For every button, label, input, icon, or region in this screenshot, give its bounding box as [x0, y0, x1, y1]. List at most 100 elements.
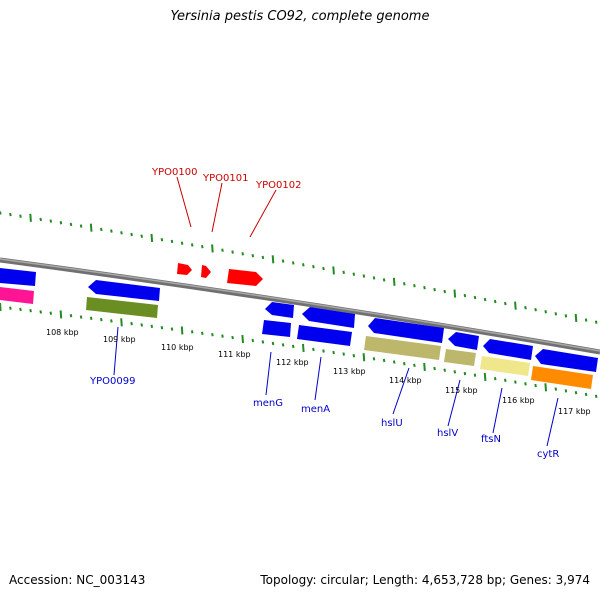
- outer-tick: [433, 287, 436, 292]
- inner-tick: [150, 324, 154, 329]
- feature-mena-arrow[interactable]: [302, 307, 355, 328]
- inner-tick: [332, 350, 335, 355]
- inner-tick: [281, 343, 285, 347]
- feature-ypo0099-arrow[interactable]: [88, 280, 160, 301]
- inner-tick: [544, 383, 547, 392]
- feature-hslu-arrow[interactable]: [368, 318, 444, 343]
- outer-tick: [584, 318, 588, 322]
- inner-tick: [19, 307, 22, 312]
- outer-tick: [231, 250, 234, 254]
- inner-tick: [241, 334, 244, 344]
- inner-tick: [483, 372, 487, 382]
- ruler-label-116: 116 kbp: [502, 396, 535, 405]
- accession-text: Accession: NC_003143: [9, 573, 146, 587]
- inner-tick: [170, 327, 174, 331]
- outer-tick: [514, 301, 517, 310]
- inner-tick: [594, 394, 598, 398]
- feature-left-pink-partial[interactable]: [0, 287, 34, 304]
- genome-summary-text: Topology: circular; Length: 4,653,728 bp…: [260, 573, 590, 587]
- inner-tick: [312, 347, 315, 352]
- outer-tick: [342, 270, 345, 274]
- feature-meng-bar[interactable]: [262, 320, 291, 337]
- label-ypo0101: YPO0101: [202, 173, 248, 184]
- feature-ftsn-arrow[interactable]: [483, 339, 533, 360]
- inner-ruler-ticks: [0, 302, 598, 398]
- outer-tick: [524, 305, 527, 310]
- leader-ypo0099: [113, 326, 119, 376]
- outer-tick: [312, 264, 315, 269]
- leader-ypo0100: [176, 176, 192, 228]
- inner-tick: [372, 357, 376, 361]
- outer-ruler-ticks: [0, 211, 598, 324]
- inner-tick: [504, 378, 507, 383]
- outer-tick: [463, 293, 467, 298]
- label-ypo0100: YPO0100: [151, 167, 197, 178]
- inner-tick: [403, 361, 406, 366]
- leader-mena: [314, 356, 322, 401]
- inner-tick: [221, 334, 224, 338]
- ruler-label-109: 109 kbp: [103, 335, 136, 344]
- label-hslu: hslU: [381, 418, 403, 429]
- outer-tick: [201, 244, 204, 249]
- feature-hslu-bar[interactable]: [364, 336, 441, 360]
- feature-ypo0101[interactable]: [201, 265, 211, 278]
- inner-tick: [453, 370, 457, 374]
- feature-hslv-arrow[interactable]: [448, 332, 479, 350]
- outer-tick: [271, 255, 275, 264]
- inner-tick: [382, 358, 386, 363]
- inner-tick: [291, 344, 295, 349]
- outer-tick: [9, 212, 12, 217]
- feature-ypo0102[interactable]: [227, 269, 263, 286]
- inner-tick: [423, 362, 426, 371]
- inner-tick: [534, 383, 537, 388]
- inner-tick: [160, 326, 164, 330]
- feature-mena-bar[interactable]: [297, 325, 352, 346]
- outer-tick: [19, 214, 22, 218]
- outer-tick: [251, 253, 255, 258]
- inner-tick: [524, 382, 527, 386]
- feature-ftsn-bar[interactable]: [480, 356, 530, 376]
- inner-tick: [140, 323, 143, 327]
- inner-tick: [302, 343, 305, 353]
- inner-tick: [352, 353, 356, 358]
- inner-tick: [554, 387, 558, 391]
- inner-tick: [100, 317, 103, 322]
- outer-tick: [291, 261, 295, 265]
- ruler-label-112: 112 kbp: [276, 358, 309, 367]
- inner-tick: [433, 366, 436, 371]
- inner-tick: [574, 390, 578, 395]
- ruler-label-115: 115 kbp: [445, 386, 478, 395]
- inner-tick: [9, 306, 12, 310]
- inner-tick: [29, 308, 32, 313]
- outer-tick: [79, 224, 83, 228]
- label-ypo0099: YPO0099: [89, 376, 135, 387]
- outer-tick: [261, 255, 265, 260]
- outer-tick: [473, 295, 477, 300]
- inner-tick: [0, 302, 2, 312]
- feature-cytr-bar[interactable]: [531, 366, 593, 389]
- outer-tick: [100, 227, 103, 232]
- feature-hslv-bar[interactable]: [444, 349, 476, 366]
- ruler-label-110: 110 kbp: [161, 343, 194, 352]
- inner-tick: [564, 389, 568, 393]
- outer-tick: [332, 266, 335, 275]
- feature-ypo0099-bar[interactable]: [86, 297, 158, 318]
- feature-left-blue-partial[interactable]: [0, 268, 36, 286]
- map-title: Yersinia pestis CO92, complete genome: [170, 9, 430, 24]
- outer-tick: [49, 219, 53, 223]
- inner-tick: [261, 340, 265, 344]
- feature-meng-arrow[interactable]: [265, 302, 294, 318]
- feature-ypo0100[interactable]: [177, 263, 192, 275]
- ruler-label-114: 114 kbp: [389, 376, 422, 385]
- inner-tick: [59, 310, 63, 319]
- backbone-line: [0, 257, 600, 355]
- ruler-label-111: 111 kbp: [218, 350, 251, 359]
- label-ftsn: ftsN: [481, 434, 501, 445]
- outer-tick: [493, 299, 497, 304]
- inner-tick: [514, 380, 517, 384]
- outer-tick: [110, 229, 113, 233]
- inner-tick: [211, 333, 214, 337]
- inner-tick: [79, 315, 83, 319]
- outer-tick: [403, 282, 406, 286]
- feature-cytr-arrow[interactable]: [535, 349, 598, 372]
